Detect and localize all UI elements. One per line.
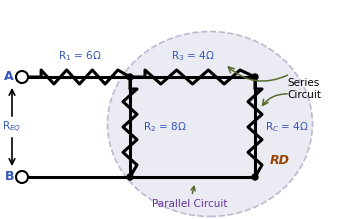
Circle shape — [252, 74, 258, 80]
Text: Series
Circuit: Series Circuit — [287, 78, 321, 100]
Text: R$_2$ = 8Ω: R$_2$ = 8Ω — [143, 120, 187, 134]
Text: A: A — [4, 71, 14, 83]
Circle shape — [16, 71, 28, 83]
Circle shape — [127, 74, 133, 80]
Text: R$_{EQ}$: R$_{EQ}$ — [2, 119, 22, 134]
Text: Parallel Circuit: Parallel Circuit — [152, 186, 228, 209]
Text: RD: RD — [270, 154, 290, 168]
Text: R$_C$ = 4Ω: R$_C$ = 4Ω — [265, 120, 309, 134]
Circle shape — [127, 174, 133, 180]
Text: R$_3$ = 4Ω: R$_3$ = 4Ω — [171, 49, 214, 63]
Text: B: B — [4, 171, 14, 184]
Circle shape — [16, 171, 28, 183]
Text: R$_1$ = 6Ω: R$_1$ = 6Ω — [58, 49, 101, 63]
Ellipse shape — [107, 32, 312, 217]
Circle shape — [252, 174, 258, 180]
